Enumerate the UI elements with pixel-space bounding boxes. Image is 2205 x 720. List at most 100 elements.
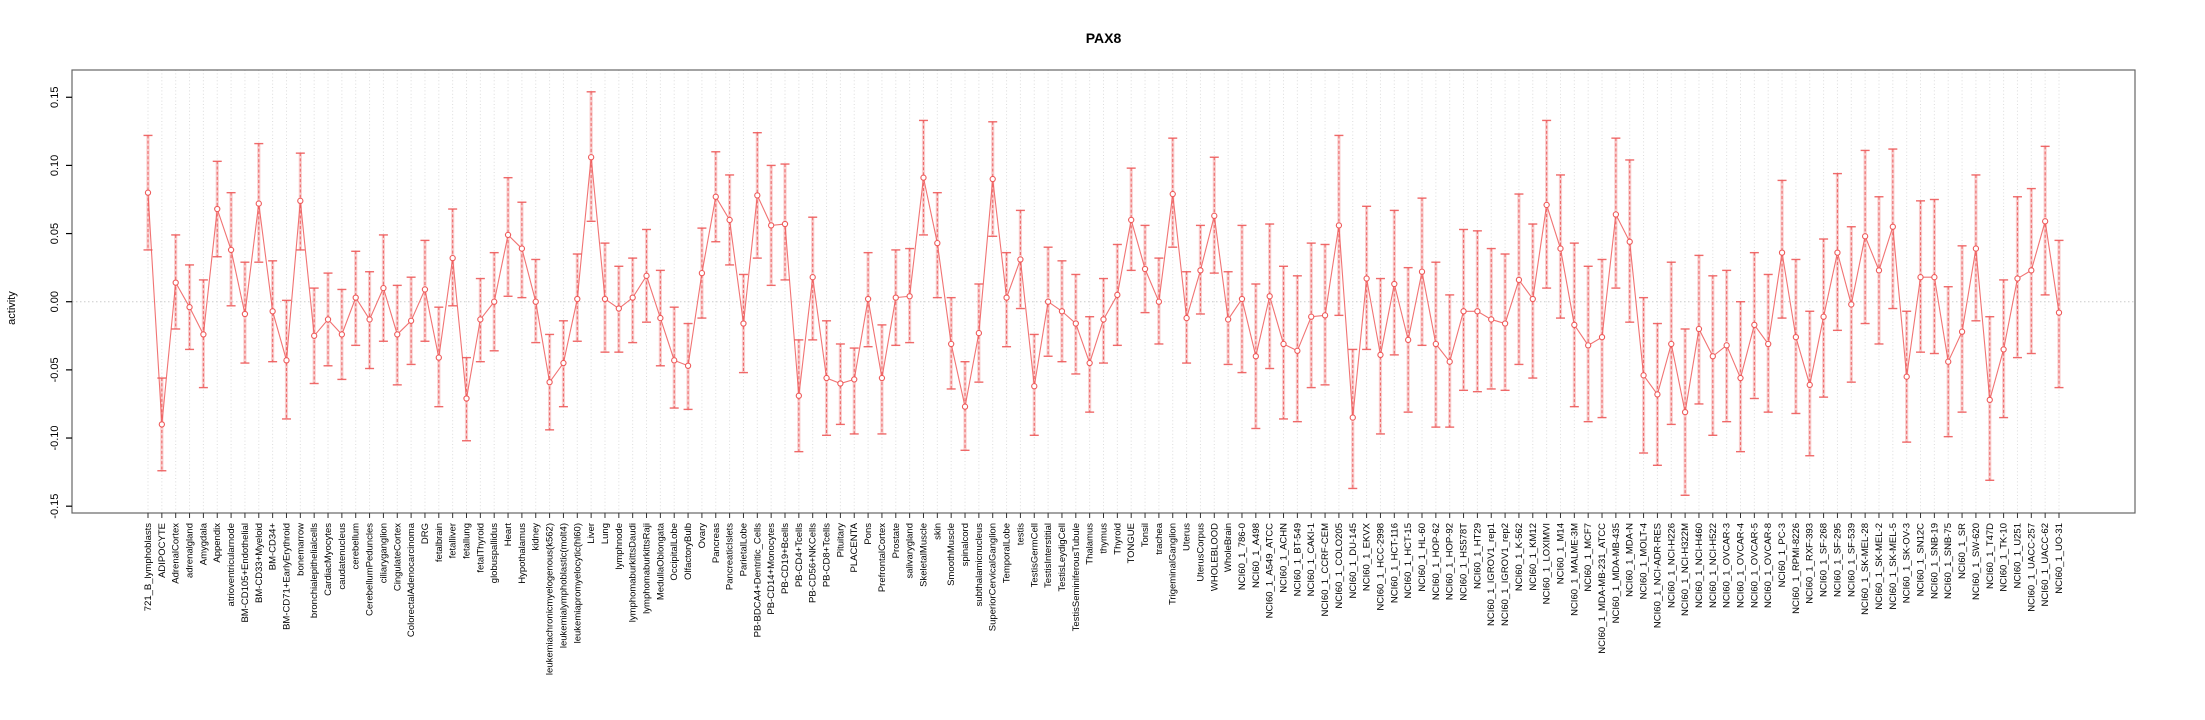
svg-text:lymphomaburkittsRaji: lymphomaburkittsRaji [642, 523, 653, 614]
svg-text:OccipitalLobe: OccipitalLobe [669, 523, 680, 581]
svg-text:NCI60_1_DU-145: NCI60_1_DU-145 [1348, 523, 1359, 599]
svg-text:NCI60_1_M14: NCI60_1_M14 [1555, 523, 1566, 584]
svg-text:NCI60_1_HCC-2998: NCI60_1_HCC-2998 [1375, 523, 1386, 611]
svg-text:Amygdala: Amygdala [198, 522, 209, 565]
svg-text:ParietalLobe: ParietalLobe [738, 523, 749, 576]
svg-text:NCI60_1_A549_ATCC: NCI60_1_A549_ATCC [1265, 523, 1276, 619]
svg-text:adrenalgland: adrenalgland [185, 523, 196, 578]
svg-text:-0.05: -0.05 [49, 357, 61, 382]
svg-text:atrioventricularnode: atrioventricularnode [226, 523, 237, 606]
svg-text:salivarygland: salivarygland [905, 523, 916, 578]
svg-text:CingulateCortex: CingulateCortex [392, 523, 403, 591]
svg-text:leukemialymphoblastic(molt4): leukemialymphoblastic(molt4) [558, 523, 569, 648]
svg-text:TestisGermCell: TestisGermCell [1029, 523, 1040, 587]
svg-text:NCI60_1_HCT-15: NCI60_1_HCT-15 [1403, 523, 1414, 599]
svg-text:fetalliver: fetalliver [448, 523, 459, 558]
svg-text:testis: testis [1015, 523, 1026, 545]
svg-text:NCI60_1_OVCAR-5: NCI60_1_OVCAR-5 [1749, 523, 1760, 608]
svg-text:AdrenalCortex: AdrenalCortex [171, 523, 182, 584]
svg-text:spinalcord: spinalcord [960, 523, 971, 566]
svg-text:NCI60_1_BT-549: NCI60_1_BT-549 [1292, 523, 1303, 596]
svg-text:Heart: Heart [503, 523, 514, 547]
svg-text:0.10: 0.10 [49, 155, 61, 176]
svg-text:fetalbrain: fetalbrain [434, 523, 445, 562]
svg-text:PrefrontalCortex: PrefrontalCortex [877, 523, 888, 592]
svg-text:SmoothMuscle: SmoothMuscle [946, 523, 957, 586]
svg-text:NCI60_1_ACHN: NCI60_1_ACHN [1279, 523, 1290, 593]
svg-text:NCI60_1_HT29: NCI60_1_HT29 [1472, 523, 1483, 589]
svg-text:bonemarrow: bonemarrow [295, 523, 306, 576]
svg-text:Hypothalamus: Hypothalamus [517, 523, 528, 584]
svg-text:NCI60_1_SR: NCI60_1_SR [1957, 523, 1968, 579]
svg-text:NCI60_1_LOXIMVI: NCI60_1_LOXIMVI [1542, 523, 1553, 604]
svg-text:NCI60_1_U251: NCI60_1_U251 [2012, 523, 2023, 589]
svg-text:NCI60_1_MALME-3M: NCI60_1_MALME-3M [1569, 523, 1580, 616]
svg-text:NCI60_1_CCRF-CEM: NCI60_1_CCRF-CEM [1320, 523, 1331, 617]
svg-text:globuspallidus: globuspallidus [489, 523, 500, 583]
svg-text:TrigeminalGanglion: TrigeminalGanglion [1168, 523, 1179, 605]
svg-text:NCI60_1_RPMI-8226: NCI60_1_RPMI-8226 [1791, 523, 1802, 614]
svg-text:NCI60_1_HL-60: NCI60_1_HL-60 [1417, 523, 1428, 592]
svg-text:NCI60_1_NCI-H460: NCI60_1_NCI-H460 [1694, 523, 1705, 608]
svg-text:NCI60_1_MDA-MB-231_ATCC: NCI60_1_MDA-MB-231_ATCC [1597, 523, 1608, 654]
svg-text:cerebellum: cerebellum [351, 523, 362, 570]
svg-text:PB-CD14+Monocytes: PB-CD14+Monocytes [766, 523, 777, 615]
svg-text:DRG: DRG [420, 523, 431, 544]
svg-text:trachea: trachea [1154, 522, 1165, 554]
svg-text:NCI60_1_NCI-ADR-RES: NCI60_1_NCI-ADR-RES [1652, 523, 1663, 628]
svg-text:ciliaryganglion: ciliaryganglion [378, 523, 389, 583]
svg-text:bronchialepithelialcells: bronchialepithelialcells [309, 523, 320, 618]
svg-text:Pituitary: Pituitary [835, 523, 846, 558]
svg-text:PB-CD4+Tcells: PB-CD4+Tcells [794, 523, 805, 587]
svg-text:SkeletalMuscle: SkeletalMuscle [918, 523, 929, 587]
svg-text:PancreaticIslets: PancreaticIslets [725, 523, 736, 590]
svg-text:NCI60_1_SN12C: NCI60_1_SN12C [1916, 523, 1927, 597]
svg-text:NCI60_1_T47D: NCI60_1_T47D [1985, 523, 1996, 589]
svg-text:MedullaOblongata: MedullaOblongata [655, 522, 666, 600]
svg-text:NCI60_1_SK-MEL-5: NCI60_1_SK-MEL-5 [1888, 523, 1899, 610]
svg-text:NCI60_1_KM12: NCI60_1_KM12 [1528, 523, 1539, 591]
svg-text:Appendix: Appendix [212, 523, 223, 563]
svg-text:NCI60_1_OVCAR-4: NCI60_1_OVCAR-4 [1736, 523, 1747, 608]
svg-text:NCI60_1_HOP-92: NCI60_1_HOP-92 [1445, 523, 1456, 600]
svg-text:Ovary: Ovary [697, 523, 708, 549]
svg-text:TemporalLobe: TemporalLobe [1002, 523, 1013, 583]
svg-text:NCI60_1_UO-31: NCI60_1_UO-31 [2054, 523, 2065, 594]
svg-text:NCI60_1_UACC-257: NCI60_1_UACC-257 [2026, 523, 2037, 612]
svg-text:BM-CD33+Myeloid: BM-CD33+Myeloid [254, 523, 265, 603]
svg-text:CardiacMyocytes: CardiacMyocytes [323, 523, 334, 596]
svg-text:TestisInterstitial: TestisInterstitial [1043, 523, 1054, 588]
svg-text:NCI60_1_SW-620: NCI60_1_SW-620 [1971, 523, 1982, 600]
svg-text:NCI60_1_K-562: NCI60_1_K-562 [1514, 523, 1525, 591]
svg-text:NCI60_1_NCI-H522: NCI60_1_NCI-H522 [1708, 523, 1719, 608]
x-axis: 721_B_lymphoblasts ADIPOCYTE AdrenalCortex… [143, 513, 2065, 675]
svg-text:0.05: 0.05 [49, 223, 61, 244]
svg-text:leukemiachronicmyelogenous(k56: leukemiachronicmyelogenous(k562) [545, 523, 556, 675]
svg-text:NCI60_1_SF-539: NCI60_1_SF-539 [1846, 523, 1857, 597]
svg-text:Lung: Lung [600, 523, 611, 544]
svg-text:TestisSeminiferousTubule: TestisSeminiferousTubule [1071, 523, 1082, 631]
svg-text:PB-BDCA4+Dentritic_Cells: PB-BDCA4+Dentritic_Cells [752, 523, 763, 638]
svg-text:fetallung: fetallung [462, 523, 473, 559]
svg-text:PLACENTA: PLACENTA [849, 522, 860, 572]
svg-text:NCI60_1_NCI-H322M: NCI60_1_NCI-H322M [1680, 523, 1691, 616]
svg-text:NCI60_1_HCT-116: NCI60_1_HCT-116 [1389, 523, 1400, 603]
svg-text:NCI60_1_RXF-393: NCI60_1_RXF-393 [1805, 523, 1816, 604]
svg-text:lymphomaburkittsDaudi: lymphomaburkittsDaudi [628, 523, 639, 622]
svg-text:TestisLeydigCell: TestisLeydigCell [1057, 523, 1068, 592]
svg-text:NCI60_1_A498: NCI60_1_A498 [1251, 523, 1262, 588]
svg-text:Thalamus: Thalamus [1085, 523, 1096, 565]
svg-text:NCI60_1_786-0: NCI60_1_786-0 [1237, 523, 1248, 590]
svg-text:721_B_lymphoblasts: 721_B_lymphoblasts [143, 523, 154, 611]
svg-text:NCI60_1_MOLT-4: NCI60_1_MOLT-4 [1639, 523, 1650, 599]
svg-text:NCI60_1_PC-3: NCI60_1_PC-3 [1777, 523, 1788, 587]
chart-title: PAX8 [1085, 30, 1122, 46]
svg-text:NCI60_1_MCF7: NCI60_1_MCF7 [1583, 523, 1594, 592]
svg-text:PB-CD56+NKCells: PB-CD56+NKCells [808, 523, 819, 603]
svg-text:thymus: thymus [1099, 523, 1110, 554]
svg-text:PB-CD8+Tcells: PB-CD8+Tcells [822, 523, 833, 587]
svg-text:NCI60_1_SK-MEL-2: NCI60_1_SK-MEL-2 [1874, 523, 1885, 610]
svg-text:BM-CD34+: BM-CD34+ [268, 523, 279, 571]
svg-text:ColorectalAdenocarcinoma: ColorectalAdenocarcinoma [406, 522, 417, 637]
